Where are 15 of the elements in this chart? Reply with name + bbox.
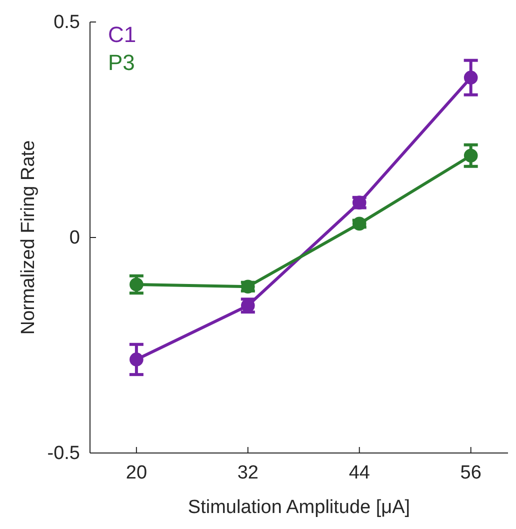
point [464, 70, 478, 84]
x-tick-label: 20 [126, 462, 148, 484]
x-tick-label: 32 [237, 462, 258, 484]
y-tick-label: -0.5 [47, 443, 80, 464]
x-tick-label: 56 [460, 462, 482, 484]
text: C1 [108, 22, 136, 47]
y-tick-label: 0.5 [54, 12, 80, 34]
text: P3 [108, 50, 135, 75]
point [130, 278, 144, 292]
x-tick-label: 44 [348, 462, 370, 484]
point [130, 352, 144, 366]
y-axis-title: Normalized Firing Rate [18, 140, 39, 335]
x-axis-title: Stimulation Amplitude [μA] [188, 497, 410, 518]
point [464, 148, 478, 163]
y-tick-label: 0 [69, 228, 80, 249]
